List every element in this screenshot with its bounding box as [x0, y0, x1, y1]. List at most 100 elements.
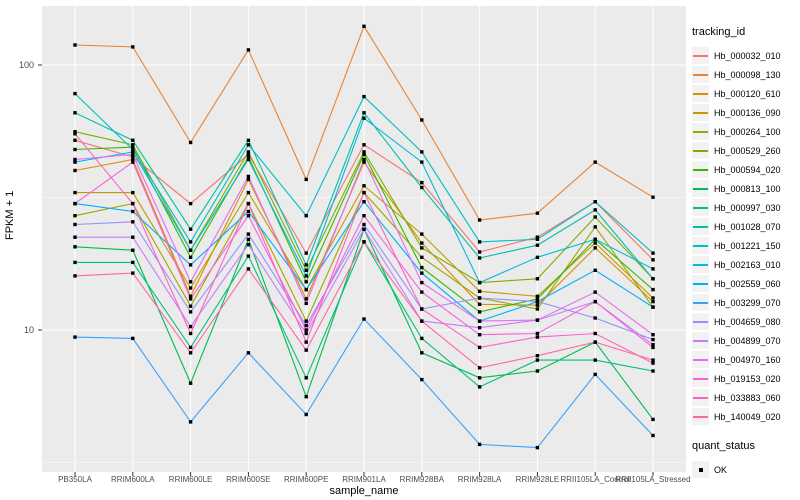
data-point [188, 248, 193, 252]
legend-key-swatch [692, 294, 709, 311]
legend-line-icon [693, 245, 708, 247]
data-point [362, 152, 366, 157]
data-point [73, 235, 77, 239]
data-point [477, 240, 482, 244]
data-point [535, 331, 540, 336]
data-point [304, 214, 308, 218]
data-point [362, 143, 366, 147]
legend-label: Hb_033883_060 [714, 392, 781, 403]
legend-label: Hb_140049_020 [714, 411, 781, 422]
data-point [246, 190, 251, 195]
data-point [420, 255, 424, 259]
legend-item-Hb_000120_610: Hb_000120_610 [692, 84, 798, 103]
data-point [188, 331, 193, 336]
data-point [362, 160, 366, 164]
data-point [420, 319, 424, 323]
data-point [420, 241, 424, 245]
data-point [477, 280, 482, 285]
data-point [593, 225, 597, 229]
data-point [131, 152, 135, 157]
data-point [477, 218, 482, 222]
data-point [304, 412, 308, 417]
data-point [651, 305, 655, 309]
data-point [477, 366, 482, 370]
legend-line-icon [693, 283, 708, 285]
legend-key-swatch [692, 104, 709, 121]
data-point [651, 369, 655, 373]
legend-key-swatch [692, 351, 709, 368]
data-point [535, 445, 540, 450]
legend-line-icon [693, 55, 708, 57]
data-point [131, 145, 135, 149]
data-point [246, 209, 251, 214]
data-point [246, 254, 251, 258]
data-point [362, 317, 366, 321]
legend-label: Hb_002559_060 [714, 278, 781, 289]
data-point [420, 180, 424, 185]
legend-label: Hb_000120_610 [714, 88, 781, 99]
data-point [131, 336, 135, 341]
black-square-marker-icon [698, 467, 703, 472]
legend-item-Hb_001028_070: Hb_001028_070 [692, 217, 798, 236]
data-point [593, 241, 597, 245]
data-point [651, 267, 655, 271]
legend-item-Hb_000136_090: Hb_000136_090 [692, 103, 798, 122]
data-point [188, 227, 193, 231]
legend-line-icon [693, 378, 708, 380]
data-point [73, 157, 77, 162]
data-point [131, 45, 135, 49]
data-point [73, 260, 77, 265]
legend-key-swatch [692, 199, 709, 216]
legend-line-icon [693, 74, 708, 76]
legend-line-icon [693, 397, 708, 399]
legend-label: Hb_001221_150 [714, 240, 781, 251]
data-point [651, 258, 655, 262]
legend-key-swatch [692, 161, 709, 178]
data-point [651, 251, 655, 255]
data-point [593, 215, 597, 219]
data-point [73, 222, 77, 227]
legend-key-swatch [692, 66, 709, 83]
data-point [362, 150, 366, 154]
data-point [304, 376, 308, 380]
x-tick-label-RRIM600PE: RRIM600PE [283, 475, 329, 484]
x-tick-label-RRIM928LA: RRIM928LA [457, 475, 502, 484]
data-point [362, 190, 366, 195]
data-point [651, 296, 655, 300]
data-point [420, 246, 424, 250]
legend-key-swatch [692, 408, 709, 425]
data-point [535, 354, 540, 358]
legend-label: Hb_000098_130 [714, 69, 781, 80]
legend-label: Hb_000264_100 [714, 126, 781, 137]
data-point [131, 248, 135, 252]
data-point [246, 232, 251, 236]
legend-line-icon [693, 169, 708, 171]
data-point [73, 160, 77, 164]
x-tick-label-RRIM600SE: RRIM600SE [226, 475, 271, 484]
data-point [188, 286, 193, 290]
data-point [535, 297, 540, 301]
data-point [477, 310, 482, 314]
data-point [593, 372, 597, 377]
legend-item-Hb_000098_130: Hb_000098_130 [692, 65, 798, 84]
data-point [593, 340, 597, 344]
legend-line-icon [693, 416, 708, 418]
quant-status-key [692, 461, 709, 478]
data-point [535, 211, 540, 215]
data-point [651, 433, 655, 438]
data-point [73, 91, 77, 96]
legend-key-swatch [692, 313, 709, 330]
data-point [535, 235, 540, 239]
data-point [131, 201, 135, 206]
legend-title-tracking-id: tracking_id [692, 26, 746, 38]
data-point [188, 351, 193, 355]
data-point [593, 160, 597, 164]
data-point [188, 255, 193, 259]
data-point [73, 214, 77, 218]
data-point [246, 267, 251, 271]
data-point [535, 294, 540, 298]
data-point [188, 304, 193, 308]
y-tick-label-100: 100 [18, 60, 34, 70]
data-point [304, 319, 308, 323]
legend-line-icon [693, 226, 708, 228]
